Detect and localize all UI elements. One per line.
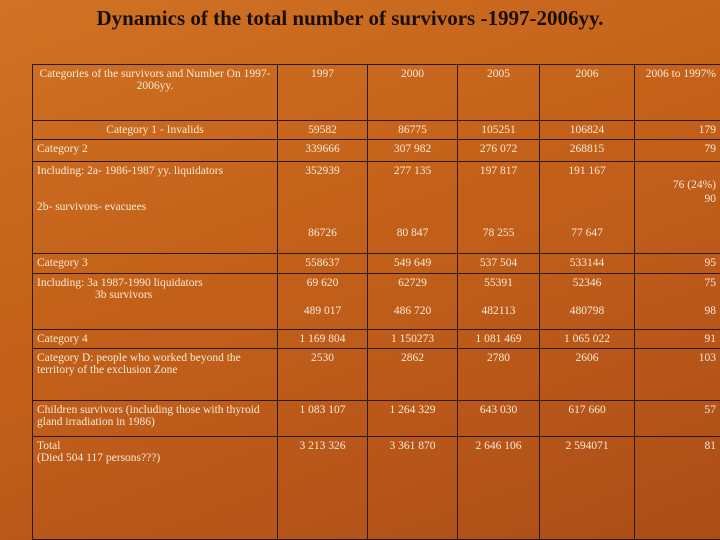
header-ratio: 2006 to 1997%: [634, 64, 720, 121]
cell-2006-cat3ab: 52346 480798: [539, 273, 635, 330]
header-category: Categories of the survivors and Number O…: [32, 64, 278, 121]
cell-value: 482113: [481, 305, 516, 317]
row-label-cat4: Category 4: [32, 329, 278, 349]
table-row: Category 3 558637 549 649 537 504 533144…: [32, 253, 720, 274]
cell-value: 2606: [539, 348, 635, 401]
row-label-cat2b: 2b- survivors- evacuees: [37, 201, 147, 213]
cell-value: 486 720: [393, 305, 432, 317]
cell-value: 307 982: [367, 139, 458, 162]
cell-value: 1 264 329: [367, 400, 458, 437]
cell-value: 197 817: [479, 165, 518, 177]
cell-value: 2780: [457, 348, 540, 401]
cell-value: 106824: [539, 120, 635, 140]
cell-value: 103: [634, 348, 720, 401]
cell-value: 617 660: [539, 400, 635, 437]
cell-value: 79: [634, 139, 720, 162]
cell-value: 57: [634, 400, 720, 437]
cell-value: 90: [704, 193, 717, 205]
cell-value: 533144: [539, 253, 635, 274]
row-label-cat2ab: Including: 2a- 1986-1987 yy. liquidators…: [32, 161, 278, 254]
survivors-table: Categories of the survivors and Number O…: [32, 64, 720, 540]
cell-value: 86726: [308, 227, 337, 239]
cell-value: 52346: [572, 277, 602, 289]
cell-value: 643 030: [457, 400, 540, 437]
cell-value: 3 361 870: [367, 436, 458, 540]
table-row: Category 1 - Invalids 59582 86775 105251…: [32, 120, 720, 140]
cell-2005-cat3ab: 55391 482113: [457, 273, 540, 330]
cell-value: 95: [634, 253, 720, 274]
cell-value: 339666: [277, 139, 368, 162]
cell-value: 77 647: [571, 227, 603, 239]
table-row: Including: 2a- 1986-1987 yy. liquidators…: [32, 161, 720, 254]
table-row: Including: 3a 1987-1990 liquidators 3b s…: [32, 273, 720, 330]
cell-value: 69 620: [306, 277, 339, 289]
cell-value: 81: [634, 436, 720, 540]
cell-value: 2530: [277, 348, 368, 401]
table-row: Total (Died 504 117 persons???) 3 213 32…: [32, 436, 720, 540]
cell-2000-cat3ab: 62729 486 720: [367, 273, 458, 330]
cell-value: 537 504: [457, 253, 540, 274]
cell-value: 179: [634, 120, 720, 140]
cell-1997-cat2ab: 352939 86726: [277, 161, 368, 254]
cell-1997-cat3ab: 69 620 489 017: [277, 273, 368, 330]
total-label: Total: [37, 440, 61, 452]
cell-value: 62729: [398, 277, 427, 289]
cell-2000-cat2ab: 277 135 80 847: [367, 161, 458, 254]
table-row: Category 2 339666 307 982 276 072 268815…: [32, 139, 720, 162]
cell-value: 2862: [367, 348, 458, 401]
row-label-cat3ab: Including: 3a 1987-1990 liquidators 3b s…: [32, 273, 278, 330]
cell-value: 489 017: [303, 305, 342, 317]
cell-value: 1 083 107: [277, 400, 368, 437]
header-2006: 2006: [539, 64, 635, 121]
cell-ratio-cat3ab: 75 98: [634, 273, 720, 330]
cell-value: 549 649: [367, 253, 458, 274]
table-row: Category 4 1 169 804 1 150273 1 081 469 …: [32, 329, 720, 349]
cell-value: 59582: [277, 120, 368, 140]
page-title: Dynamics of the total number of survivor…: [96, 6, 604, 30]
cell-value: 1 081 469: [457, 329, 540, 349]
cell-ratio-cat2ab: 76 (24%) 90: [634, 161, 720, 254]
row-label-total: Total (Died 504 117 persons???): [32, 436, 278, 540]
cell-value: 75: [704, 277, 717, 289]
total-sublabel: (Died 504 117 persons???): [37, 452, 161, 464]
cell-value: 268815: [539, 139, 635, 162]
table-row: Children survivors (including those with…: [32, 400, 720, 437]
cell-value: 3 213 326: [277, 436, 368, 540]
table-row: Category D: people who worked beyond the…: [32, 348, 720, 401]
row-label-cat2: Category 2: [32, 139, 278, 162]
cell-value: 276 072: [457, 139, 540, 162]
cell-value: 76 (24%): [672, 179, 716, 191]
cell-value: 480798: [569, 305, 605, 317]
cell-value: 277 135: [393, 165, 432, 177]
row-label-children: Children survivors (including those with…: [32, 400, 278, 437]
cell-value: 2 594071: [539, 436, 635, 540]
header-row: Categories of the survivors and Number O…: [32, 64, 720, 121]
cell-value: 1 169 804: [277, 329, 368, 349]
header-1997: 1997: [277, 64, 368, 121]
cell-2006-cat2ab: 191 167 77 647: [539, 161, 635, 254]
row-label-cat2a: Including: 2a- 1986-1987 yy. liquidators: [37, 165, 224, 177]
cell-value: 105251: [457, 120, 540, 140]
cell-value: 1 150273: [367, 329, 458, 349]
cell-value: 352939: [305, 165, 340, 177]
cell-value: 80 847: [396, 227, 429, 239]
cell-value: 2 646 106: [457, 436, 540, 540]
cell-value: 55391: [484, 277, 513, 289]
cell-value: 1 065 022: [539, 329, 635, 349]
cell-value: 86775: [367, 120, 458, 140]
cell-value: 91: [634, 329, 720, 349]
row-label-cat3: Category 3: [32, 253, 278, 274]
cell-value: 78 255: [482, 227, 515, 239]
row-label-cat3a: Including: 3a 1987-1990 liquidators: [37, 277, 203, 289]
cell-value: 191 167: [568, 165, 606, 177]
row-label-invalids: Category 1 - Invalids: [32, 120, 278, 140]
header-2000: 2000: [367, 64, 458, 121]
header-2005: 2005: [457, 64, 540, 121]
cell-value: 558637: [277, 253, 368, 274]
cell-value: 98: [704, 305, 717, 317]
row-label-cat3b: 3b survivors: [95, 289, 153, 301]
cell-2005-cat2ab: 197 817 78 255: [457, 161, 540, 254]
row-label-catD: Category D: people who worked beyond the…: [32, 348, 278, 401]
